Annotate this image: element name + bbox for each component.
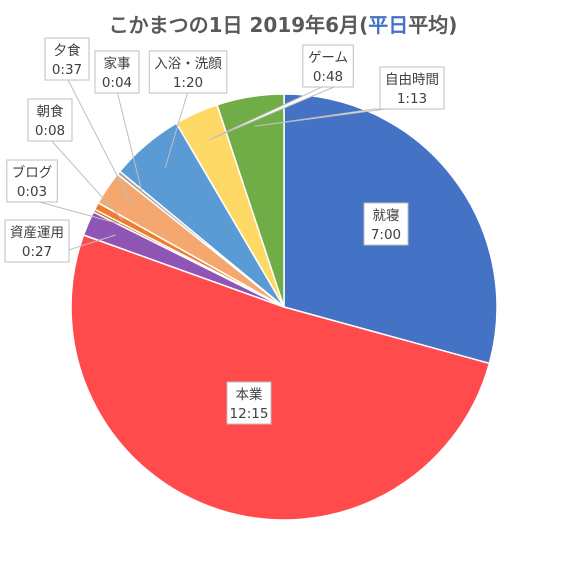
slice-label-name: 入浴・洗顔 [154,56,222,72]
label-box-6 [94,50,140,94]
chart-title-prefix: こかまつの1日 2019年6月( [109,13,369,37]
slice-label-value: 0:08 [35,123,65,139]
label-box-3 [6,159,58,203]
leader-7 [164,90,189,168]
chart-title-suffix: 平均) [408,13,457,37]
slice-label-name: 夕食 [54,42,81,59]
slice-label-name: ゲーム [308,50,348,66]
leader-4 [49,138,124,221]
leader-5 [66,77,133,206]
slice-label-name: 自由時間 [385,72,439,88]
label-box-4 [27,98,73,142]
label-box-1 [226,381,272,425]
slice-label-value: 1:13 [397,91,427,107]
pie-slices [70,93,498,521]
leader-lines [31,77,387,261]
slice-label-value: 12:15 [230,406,269,422]
data-labels: 就寝 7:00 本業 12:15 資産運用 0:27 ブログ 0:03 朝食 0:08 夕食 0:37… [4,37,445,425]
slice-1 [70,234,491,521]
chart-title: こかまつの1日 2019年6月(平日平均) [109,13,458,37]
slice-label-name: ブログ [12,164,53,181]
slice-label-name: 資産運用 [10,225,64,241]
chart-title-accent: 平日 [368,13,408,37]
slice-label-value: 0:04 [102,75,132,91]
leader-3 [31,199,121,225]
slice-label-value: 0:48 [313,69,343,85]
slice-label-value: 1:20 [173,75,203,91]
slice-label-name: 就寝 [373,207,400,224]
slice-9 [216,93,285,308]
slice-label-name: 本業 [236,387,263,403]
label-box-5 [44,37,90,81]
slice-label-name: 家事 [104,55,131,72]
slice-label-value: 7:00 [371,227,401,243]
label-box-7 [148,50,228,94]
slice-label-value: 0:03 [17,184,47,200]
leader-6 [116,90,143,192]
label-box-8 [302,44,354,88]
label-box-2 [4,219,70,263]
label-box-9 [379,66,445,110]
slice-label-value: 0:37 [52,62,82,78]
label-box-0 [363,202,409,246]
slice-label-name: 朝食 [37,103,64,120]
slice-label-value: 0:27 [22,244,52,260]
